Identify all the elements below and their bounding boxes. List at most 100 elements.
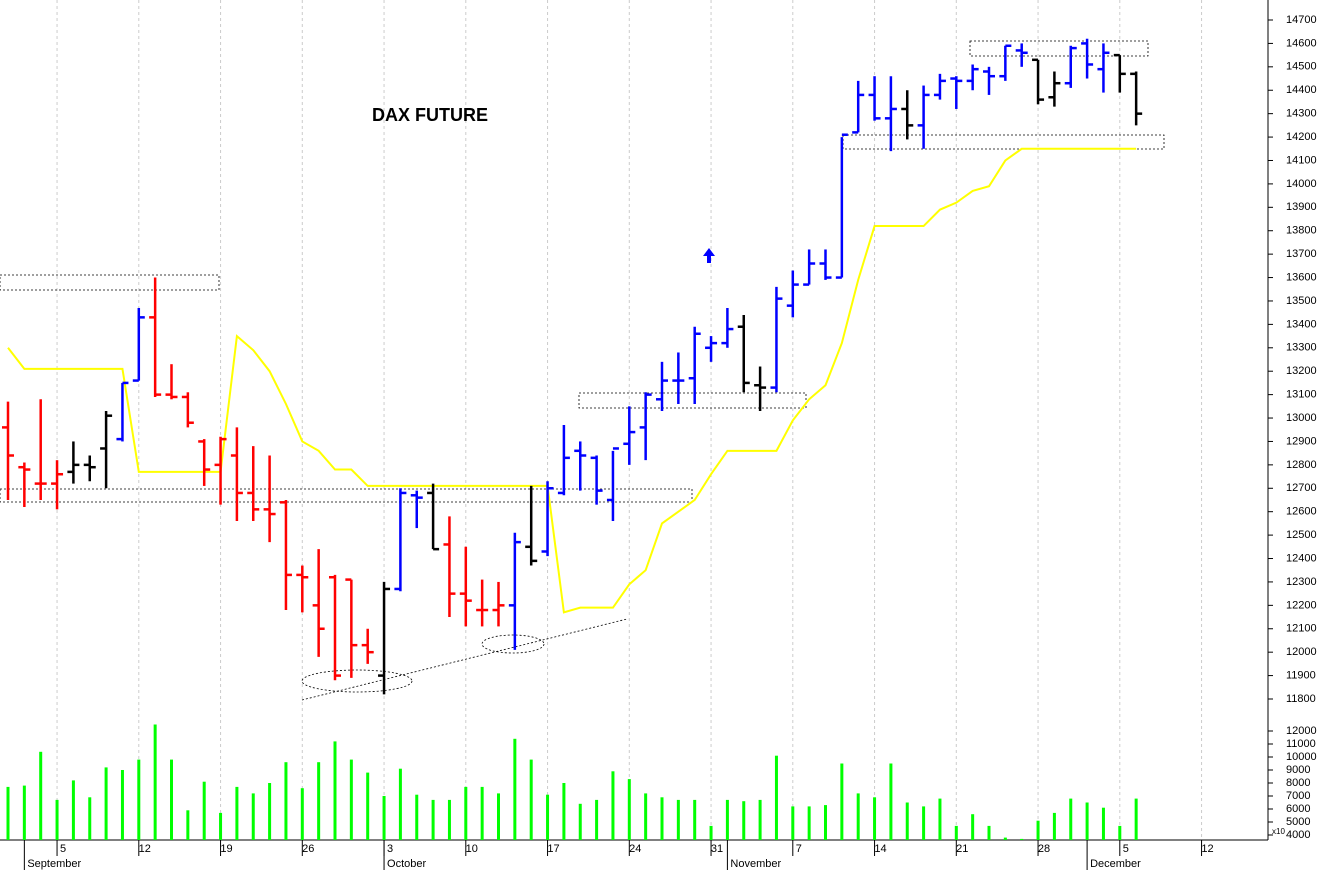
- volume-bar: [88, 797, 92, 840]
- zone: [0, 488, 693, 503]
- volume-bar: [1118, 825, 1122, 840]
- volume-bar: [6, 786, 10, 840]
- volume-bar: [333, 741, 337, 840]
- volume-bar: [660, 797, 664, 840]
- volume-bar: [595, 799, 599, 840]
- volume-bar: [235, 786, 239, 840]
- volume-bar: [791, 806, 795, 840]
- volume-bar: [807, 806, 811, 840]
- volume-bar: [497, 793, 500, 840]
- month-label: October: [387, 858, 426, 870]
- volume-bar: [1020, 838, 1024, 840]
- chart-title: DAX FUTURE: [372, 105, 488, 125]
- volume-bar: [987, 825, 991, 840]
- y-tick-label: 11800: [1286, 693, 1316, 705]
- volume-bar: [366, 772, 370, 840]
- volume-bar: [1003, 837, 1007, 840]
- y-tick-label: 12100: [1286, 623, 1317, 635]
- x-tick-label: 28: [1038, 843, 1050, 855]
- volume-bar: [922, 806, 926, 840]
- x-tick-label: 12: [1201, 843, 1213, 855]
- volume-bar: [954, 825, 958, 840]
- volume-axis-note: x10: [1272, 827, 1285, 836]
- y-tick-label: 12300: [1286, 576, 1317, 588]
- x-tick-label: 24: [629, 843, 641, 855]
- x-tick-label: 17: [547, 843, 559, 855]
- arrow: [703, 248, 715, 263]
- y-tick-label: 12600: [1286, 506, 1317, 518]
- zone: [842, 134, 1165, 150]
- x-tick-label: 12: [139, 843, 151, 855]
- volume-bar: [644, 793, 648, 840]
- volume-tick-label: 5000: [1286, 816, 1310, 828]
- x-tick-label: 19: [220, 843, 232, 855]
- volume-bar: [137, 759, 141, 840]
- volume-bar: [268, 783, 272, 840]
- y-tick-label: 14200: [1286, 131, 1317, 143]
- volume-bar: [938, 798, 942, 840]
- volume-bar: [431, 799, 435, 840]
- volume-bar: [415, 794, 419, 840]
- y-tick-label: 13000: [1286, 412, 1317, 424]
- volume-bar: [251, 793, 255, 840]
- volume-bar: [317, 762, 321, 840]
- month-label: September: [27, 858, 81, 870]
- volume-bar: [905, 802, 909, 840]
- y-tick-label: 14100: [1286, 154, 1317, 166]
- volume-bar: [1085, 802, 1089, 840]
- y-tick-label: 14600: [1286, 37, 1317, 49]
- x-tick-label: 3: [387, 843, 393, 855]
- y-tick-label: 12200: [1286, 599, 1317, 611]
- x-tick-label: 21: [956, 843, 968, 855]
- volume-bar: [693, 799, 697, 840]
- zone: [0, 274, 220, 291]
- y-tick-label: 12700: [1286, 482, 1317, 494]
- volume-bar: [349, 759, 353, 840]
- volume-bar: [464, 786, 468, 840]
- annotations: [0, 40, 1165, 701]
- volume-bar: [22, 785, 26, 840]
- y-tick-label: 12500: [1286, 529, 1317, 541]
- volume-bar: [971, 814, 975, 840]
- y-tick-label: 11900: [1286, 669, 1316, 681]
- volume-bar: [153, 724, 157, 840]
- volume-tick-label: 11000: [1286, 738, 1316, 750]
- volume-bar: [709, 825, 713, 840]
- volume-bar: [1134, 798, 1138, 840]
- volume-bar: [382, 796, 386, 840]
- volume-bar: [676, 799, 680, 840]
- volume-bar: [546, 794, 550, 840]
- x-tick-label: 5: [1123, 843, 1129, 855]
- y-tick-label: 13500: [1286, 295, 1317, 307]
- volume-bar: [55, 799, 59, 840]
- zone: [969, 40, 1149, 57]
- volume-bar: [120, 770, 124, 840]
- y-tick-label: 13700: [1286, 248, 1317, 260]
- x-tick-label: 5: [60, 843, 66, 855]
- volume-bar: [562, 783, 566, 840]
- volume-tick-label: 9000: [1286, 764, 1310, 776]
- volume-bar: [300, 788, 304, 840]
- volume-bar: [202, 781, 206, 840]
- y-tick-label: 13200: [1286, 365, 1317, 377]
- volume-bar: [889, 763, 893, 840]
- volume-bar: [1069, 798, 1073, 840]
- y-tick-label: 14500: [1286, 61, 1317, 73]
- volume-bar: [774, 755, 778, 840]
- y-tick-label: 13900: [1286, 201, 1317, 213]
- y-tick-label: 13800: [1286, 225, 1317, 237]
- x-tick-label: 31: [711, 843, 723, 855]
- volume-bar: [104, 767, 108, 840]
- y-tick-label: 13600: [1286, 271, 1317, 283]
- volume-bar: [1036, 820, 1040, 840]
- volume-bar: [447, 799, 451, 840]
- month-label: November: [730, 858, 781, 870]
- volume-bar: [758, 799, 762, 840]
- y-tick-label: 12400: [1286, 552, 1317, 564]
- y-tick-label: 14000: [1286, 178, 1317, 190]
- volume-bar: [1052, 812, 1056, 840]
- zone: [578, 392, 807, 409]
- volume-tick-label: 6000: [1286, 803, 1310, 815]
- volume-bar: [170, 759, 173, 840]
- volume-tick-label: 8000: [1286, 777, 1310, 789]
